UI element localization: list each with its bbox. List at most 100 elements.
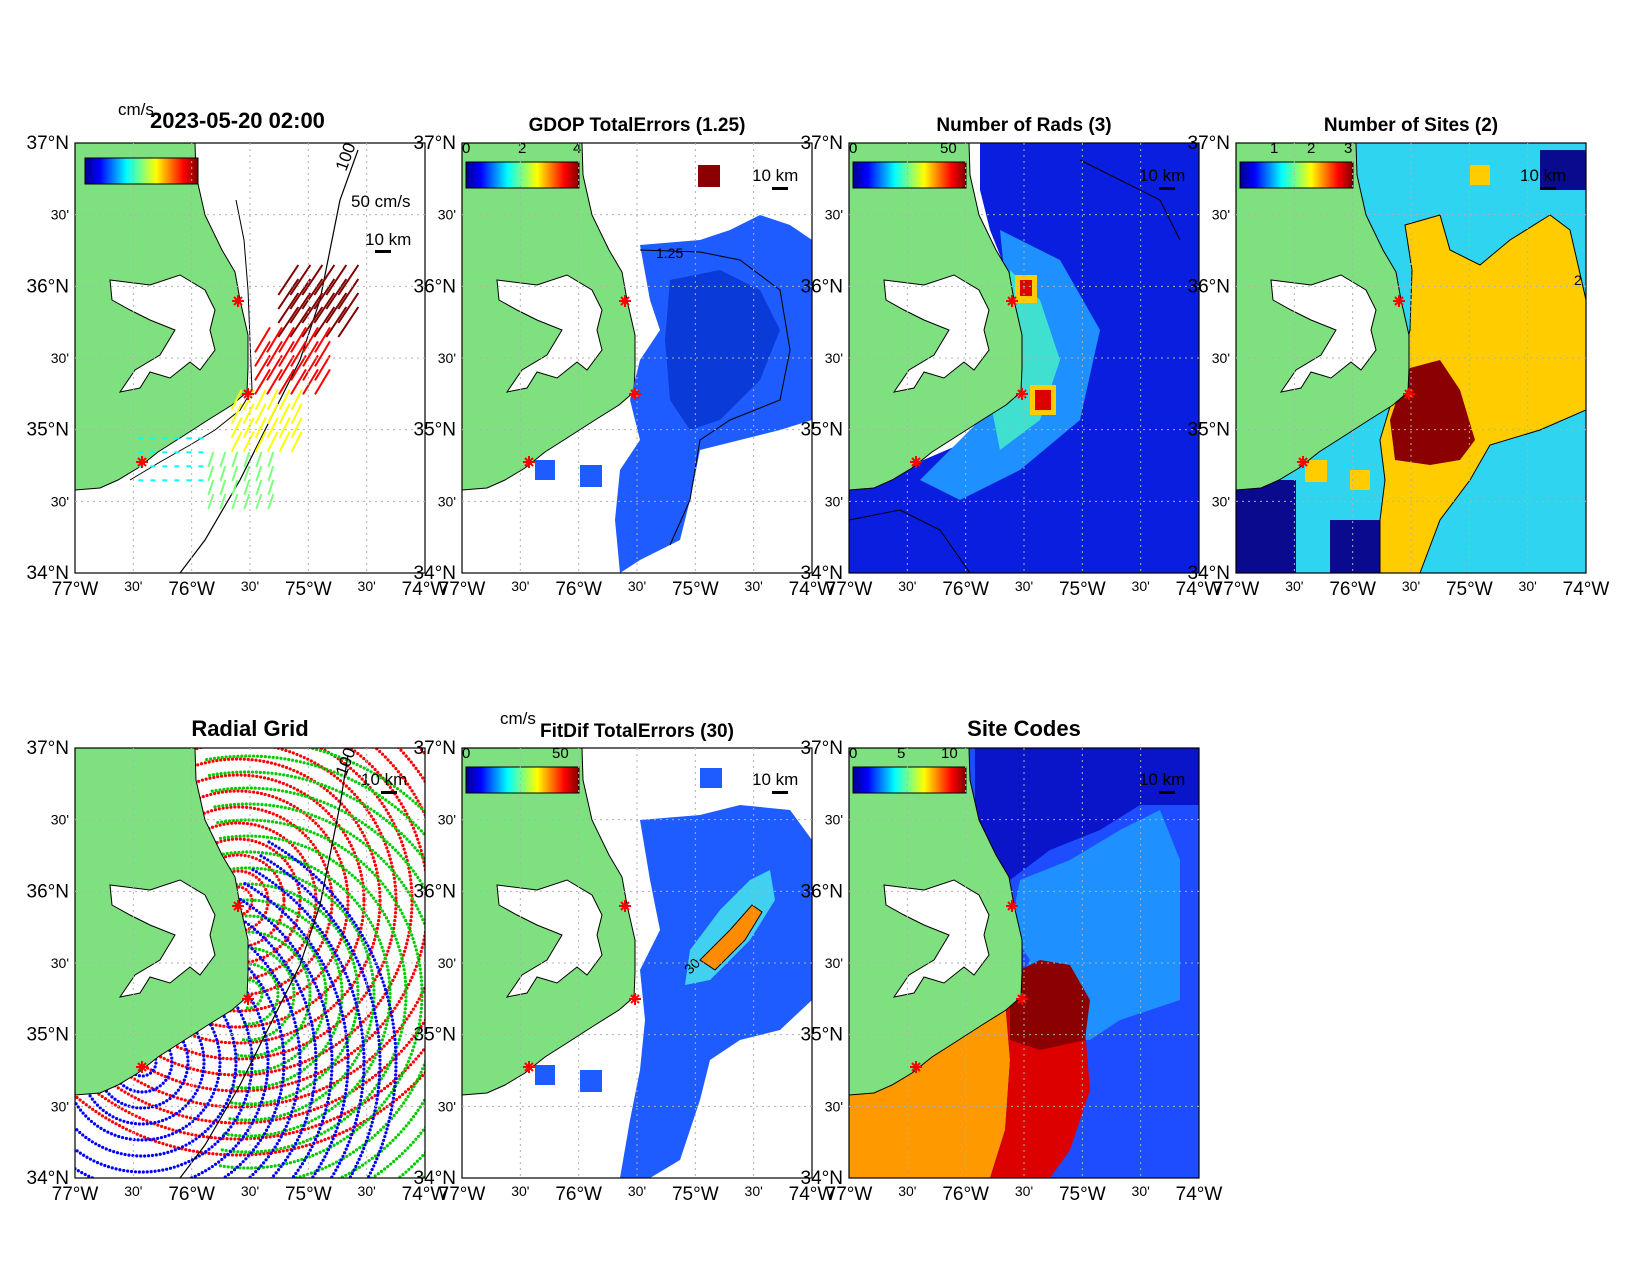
radial-point <box>284 855 287 858</box>
radial-point <box>236 1041 239 1044</box>
radial-point <box>168 1127 171 1130</box>
radial-point <box>364 718 367 721</box>
radial-point <box>255 771 258 774</box>
radial-point <box>320 1017 323 1020</box>
radial-point <box>310 813 313 816</box>
radial-point <box>202 795 205 798</box>
radial-point <box>254 899 257 902</box>
radial-point <box>397 905 400 908</box>
radial-point <box>402 857 405 860</box>
radial-point <box>349 1113 352 1116</box>
radial-point <box>305 829 308 832</box>
radial-point <box>394 700 397 703</box>
radial-point <box>320 1051 323 1054</box>
radial-point <box>68 857 71 860</box>
radial-point <box>344 834 347 837</box>
radial-point <box>1 936 4 939</box>
radial-point <box>331 787 334 790</box>
radial-point <box>458 812 461 815</box>
radial-point <box>168 739 171 742</box>
radial-point <box>452 1006 455 1009</box>
radial-point <box>432 903 435 906</box>
radial-point <box>418 997 421 1000</box>
radial-point <box>139 1134 142 1137</box>
radial-point <box>246 742 249 745</box>
radial-point <box>456 867 459 870</box>
radial-point <box>420 995 423 998</box>
radial-point <box>132 686 135 689</box>
radial-point <box>302 987 305 990</box>
radial-point <box>123 1090 126 1093</box>
radial-point <box>376 825 379 828</box>
radial-point <box>238 1070 241 1073</box>
radial-point <box>305 881 308 884</box>
radial-point <box>242 786 245 789</box>
radial-point <box>442 907 445 910</box>
radial-point <box>440 870 443 873</box>
radial-point <box>242 741 245 744</box>
radial-point <box>314 911 317 914</box>
radial-point <box>267 1005 270 1008</box>
radial-point <box>302 1078 305 1081</box>
radial-point <box>267 777 270 780</box>
radial-point <box>282 773 285 776</box>
radial-point <box>410 1053 413 1056</box>
contour-label: 1.25 <box>656 245 683 261</box>
radial-point <box>280 915 283 918</box>
radial-point <box>236 693 239 696</box>
radial-point <box>337 1102 340 1105</box>
radial-point <box>71 728 74 731</box>
radial-point <box>355 1128 358 1131</box>
radial-point <box>294 702 297 705</box>
radial-point <box>246 898 249 901</box>
radial-point <box>440 777 443 780</box>
radial-point <box>30 903 33 906</box>
radial-point <box>0 870 3 873</box>
radial-point <box>355 821 358 824</box>
radial-point <box>141 717 144 720</box>
radial-point <box>204 680 207 683</box>
radial-point <box>394 1136 397 1139</box>
radial-point <box>277 878 280 881</box>
radial-point <box>269 1100 272 1103</box>
radial-point <box>345 1129 348 1132</box>
radial-point <box>337 720 340 723</box>
radial-point <box>251 960 254 963</box>
radial-point <box>39 841 42 844</box>
radial-point <box>455 771 458 774</box>
radial-point <box>70 850 73 853</box>
radial-point <box>273 1132 276 1135</box>
radial-point <box>153 729 156 732</box>
radial-point <box>344 1174 347 1177</box>
radial-point <box>418 1018 421 1021</box>
radial-point <box>300 1024 303 1027</box>
radial-point <box>359 827 362 830</box>
radial-point <box>393 871 396 874</box>
radial-point <box>395 1098 398 1101</box>
radial-point <box>292 1127 295 1130</box>
radial-point <box>343 1112 346 1115</box>
radial-point <box>264 1006 267 1009</box>
radial-point <box>136 738 139 741</box>
radial-point <box>198 1053 201 1056</box>
radial-point <box>433 961 436 964</box>
radial-point <box>231 1198 234 1201</box>
radial-point <box>290 869 293 872</box>
radial-point <box>130 705 133 708</box>
radial-point <box>397 829 400 832</box>
radial-point <box>340 1058 343 1061</box>
radial-point <box>164 673 167 676</box>
radial-point <box>416 952 419 955</box>
radial-point <box>349 832 352 835</box>
radial-point <box>198 648 201 651</box>
radial-point <box>317 869 320 872</box>
radial-point <box>21 1000 24 1003</box>
radial-point <box>18 769 21 772</box>
radial-point <box>238 1025 241 1028</box>
radial-point <box>258 835 261 838</box>
radial-point <box>269 846 272 849</box>
radial-point <box>361 697 364 700</box>
radial-point <box>265 892 268 895</box>
radial-point <box>277 1131 280 1134</box>
radial-point <box>240 1054 243 1057</box>
